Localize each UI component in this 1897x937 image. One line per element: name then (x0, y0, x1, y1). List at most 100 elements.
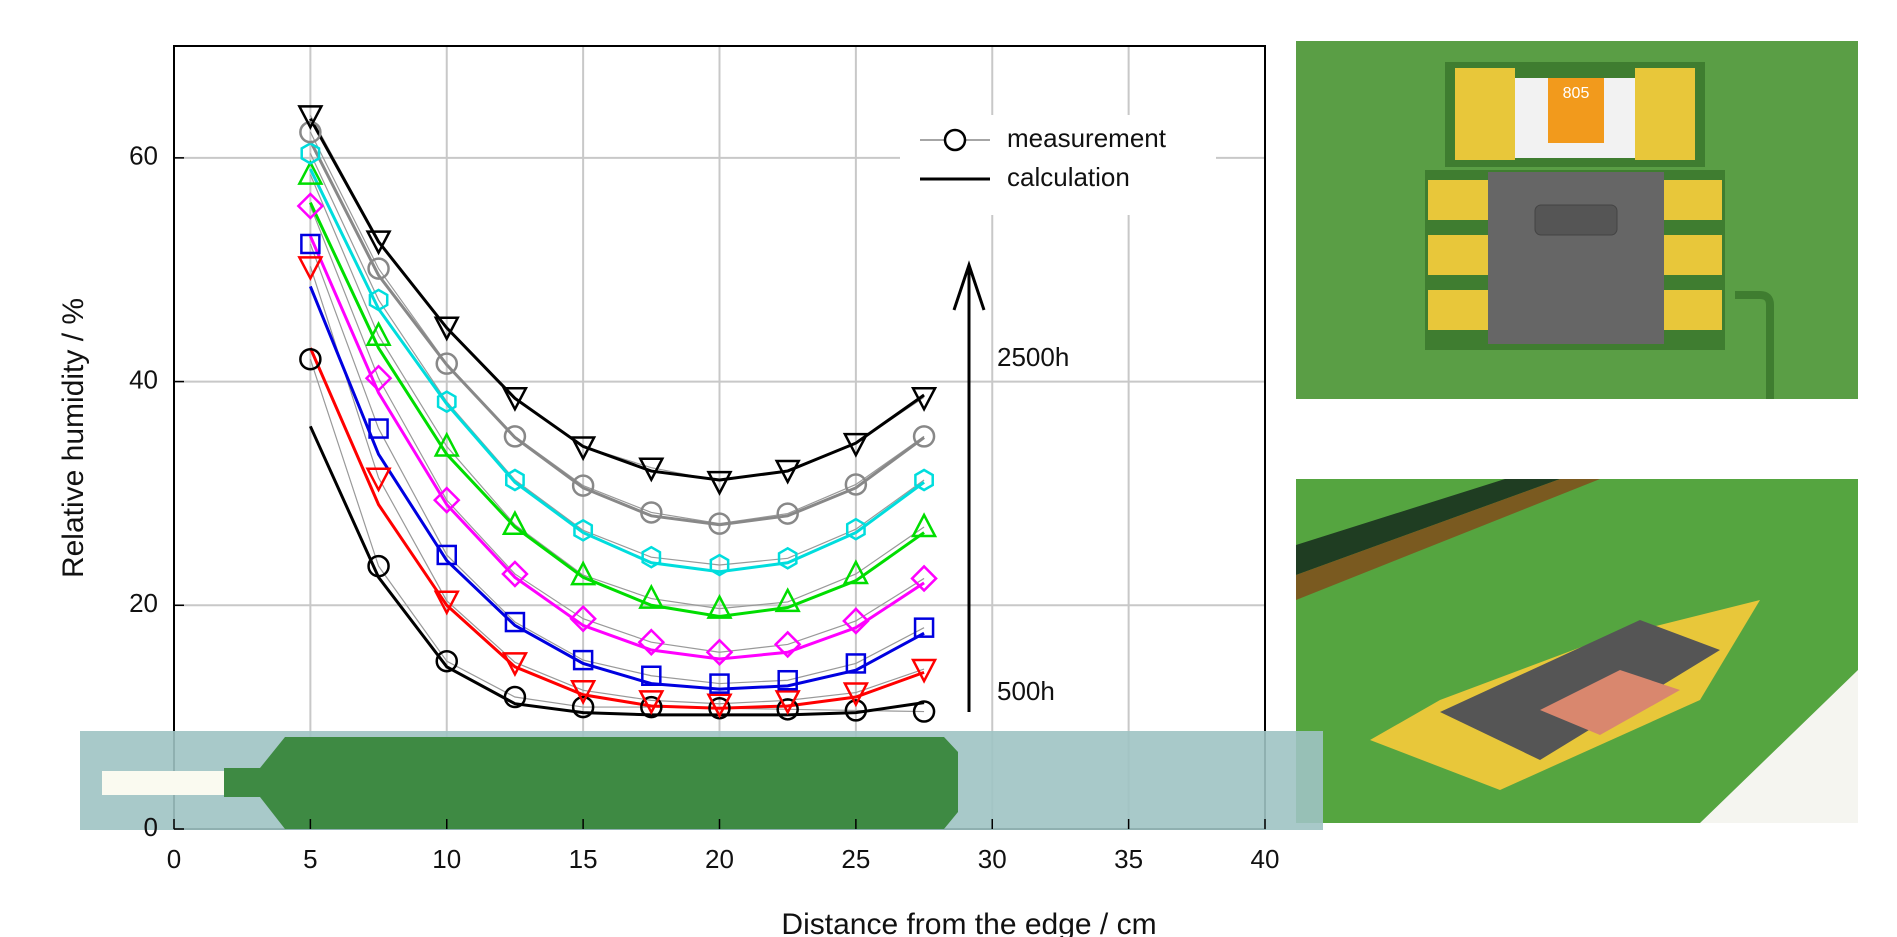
marker (504, 611, 526, 633)
marker (641, 665, 662, 687)
pad (1635, 68, 1695, 160)
marker (776, 502, 799, 525)
y-tick-label: 0 (144, 812, 158, 842)
marker (501, 510, 529, 535)
marker (297, 256, 324, 282)
marker (296, 192, 325, 220)
marker (435, 649, 458, 673)
measurement-line (309, 153, 925, 566)
marker (300, 141, 321, 165)
marker (774, 459, 801, 485)
marker (570, 436, 597, 462)
marker (638, 690, 665, 716)
marker (571, 474, 595, 497)
marker (706, 693, 733, 719)
marker (845, 517, 866, 541)
sensor-die (1540, 670, 1680, 735)
marker (300, 233, 321, 255)
marker (777, 669, 798, 691)
marker (572, 649, 594, 671)
x-tick-label: 10 (432, 844, 461, 874)
marker (641, 545, 662, 569)
marker (842, 682, 869, 708)
marker (368, 418, 389, 439)
marker (706, 593, 733, 619)
legend-label: calculation (1007, 162, 1130, 192)
marker (638, 583, 665, 609)
marker (570, 560, 597, 586)
marker (637, 628, 666, 656)
marker (709, 553, 730, 577)
marker (433, 590, 460, 616)
measurement-line (309, 243, 925, 685)
x-tick-label: 0 (167, 844, 181, 874)
pad (1662, 235, 1722, 275)
marker (776, 698, 799, 721)
marker (638, 457, 665, 483)
marker (571, 695, 595, 719)
marker (297, 105, 324, 131)
strip-tail (102, 771, 224, 795)
marker (503, 425, 527, 448)
marker (912, 700, 936, 723)
marker (845, 653, 867, 674)
pad (1662, 180, 1722, 220)
marker (299, 347, 322, 371)
arrow-head (952, 260, 986, 311)
marker (573, 518, 594, 542)
calculation-line (308, 285, 925, 691)
y-tick-label: 60 (129, 141, 158, 171)
calculation-line (309, 425, 925, 717)
marker (844, 473, 868, 496)
marker (436, 390, 457, 414)
time-arrow: 2500h 500h (952, 260, 1069, 712)
marker (844, 699, 868, 722)
legend-measurement-marker (943, 128, 967, 152)
calculation-line (309, 201, 925, 618)
marker (640, 501, 663, 524)
sensor-strip (80, 731, 1323, 830)
marker (570, 680, 597, 705)
strip-board (224, 737, 958, 829)
marker (913, 617, 935, 638)
marker (708, 512, 731, 535)
sensor-body (1488, 172, 1664, 344)
calculation-line (309, 117, 925, 482)
marker (705, 638, 734, 667)
pad (1662, 290, 1722, 330)
x-tick-label: 25 (841, 844, 870, 874)
marker (777, 546, 798, 570)
trace (1735, 291, 1774, 399)
y-tick-label: 20 (129, 588, 158, 618)
pad (1428, 290, 1488, 330)
marker (706, 470, 733, 496)
marker (773, 630, 802, 659)
x-tick-label: 40 (1251, 844, 1280, 874)
marker (842, 559, 869, 585)
marker (365, 321, 392, 346)
marker (365, 230, 392, 256)
marker (435, 352, 458, 375)
x-tick-label: 35 (1114, 844, 1143, 874)
calculation-line (309, 140, 925, 527)
marker (569, 604, 597, 633)
marker (297, 159, 324, 185)
marker (912, 425, 936, 448)
resistor-code: 805 (1563, 85, 1590, 102)
marker (709, 673, 730, 694)
measurement-line (309, 115, 925, 482)
marker (367, 257, 390, 280)
marker (505, 468, 525, 492)
marker (433, 316, 460, 342)
marker (910, 658, 938, 684)
measurement-line (309, 205, 925, 653)
marker (910, 512, 938, 538)
measurement-line (309, 131, 925, 525)
legend: measurement calculation (900, 115, 1216, 215)
marker (432, 486, 461, 514)
calculation-line (308, 347, 925, 710)
marker (842, 432, 869, 458)
marker (299, 120, 322, 144)
annotation: 500h (997, 676, 1055, 706)
